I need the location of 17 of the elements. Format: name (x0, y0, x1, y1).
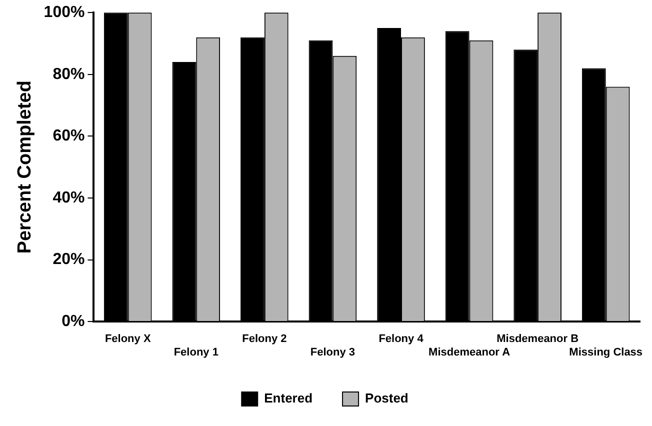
y-tick-label: 60% (52, 128, 85, 145)
x-tick-label: Misdemeanor B (496, 333, 579, 346)
x-tick-label: Missing Class (569, 346, 643, 358)
y-tick-label: 40% (52, 189, 85, 206)
legend-label: Posted (365, 390, 408, 406)
x-tick-label: Misdemeanor A (428, 346, 510, 358)
y-tick-label: 0% (62, 313, 85, 330)
x-tick-label: Felony X (104, 333, 152, 346)
x-tick-label: Felony 3 (310, 346, 356, 358)
legend-label: Entered (264, 390, 313, 406)
y-tick-label: 80% (52, 66, 85, 83)
y-tick-label: 20% (52, 251, 85, 268)
x-tick-label: Felony 1 (174, 346, 218, 358)
y-axis-title: Percent Completed (14, 80, 36, 254)
x-tick-label: Felony 2 (242, 333, 287, 346)
x-tick-label: Felony 4 (378, 333, 424, 346)
y-tick-label: 100% (44, 4, 85, 22)
